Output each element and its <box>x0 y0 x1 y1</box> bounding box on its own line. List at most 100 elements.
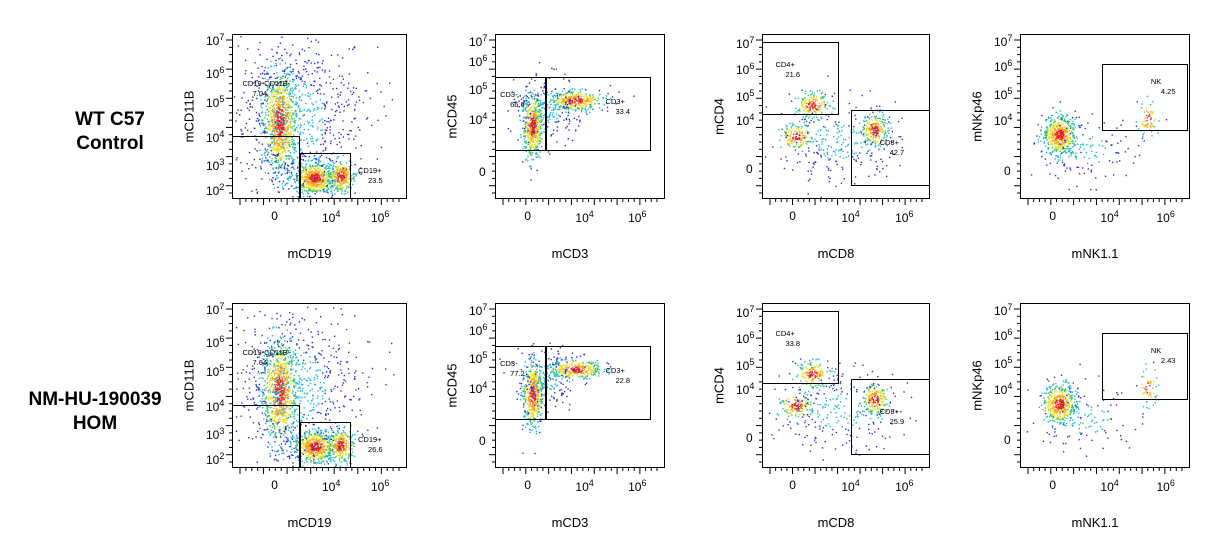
panel-1-cd19-point-1652 <box>337 178 339 180</box>
row-label-wt-line2: Control <box>76 133 144 154</box>
panel-1-cd19-point-1790 <box>317 92 319 94</box>
panel-1-cd19-point-142 <box>271 92 273 94</box>
panel-1-cd19-point-1318 <box>302 176 304 179</box>
panel-1-cd19-point-660 <box>280 124 283 126</box>
panel-1-cd8-point-30 <box>820 111 823 113</box>
panel-1-cd19-point-257 <box>261 111 264 113</box>
panel-1-cd3-point-918 <box>513 101 516 104</box>
panel-1-cd19-point-758 <box>293 168 295 171</box>
panel-1-cd19-point-2348 <box>264 130 266 132</box>
panel-1-cd19-point-1071 <box>304 186 307 188</box>
panel-1-cd19-point-1864 <box>295 59 297 61</box>
panel-1-cd19-point-1484 <box>320 190 322 192</box>
panel-1-cd19-point-2411 <box>255 167 257 169</box>
panel-1-cd8-point-692 <box>841 126 843 128</box>
panel-1-cd19-point-1846 <box>339 94 341 96</box>
panel-1-cd19-point-1035 <box>320 173 323 176</box>
panel-1-cd19-point-2363 <box>334 110 337 113</box>
panel-1-cd19-point-71 <box>289 95 291 98</box>
panel-1-cd3-point-999 <box>543 82 546 85</box>
panel-1-cd19-point-1459 <box>326 181 328 183</box>
panel-1-cd3-point-621 <box>557 99 560 101</box>
panel-1-cd19-point-2179 <box>292 162 294 164</box>
panel-1-cd3-point-754 <box>591 101 593 103</box>
panel-1-cd8-point-634 <box>798 134 801 136</box>
panel-1-cd3-point-678 <box>577 95 579 97</box>
panel-1-cd3-point-822 <box>555 99 557 101</box>
panel-1-cd19-point-1161 <box>316 159 318 161</box>
panel-1-cd19-point-97 <box>276 91 278 94</box>
panel-1-cd19-point-2026 <box>291 126 293 128</box>
panel-1-cd19-point-777 <box>276 124 278 127</box>
panel-1-cd19-point-1293 <box>318 186 321 188</box>
panel-1-cd8-ylabel: mCD4 <box>711 97 727 135</box>
panel-1-cd19-point-1315 <box>309 188 311 191</box>
panel-1-nk11-point-256 <box>1072 128 1074 131</box>
panel-1-cd19-point-2379 <box>250 72 253 74</box>
panel-1-cd19-point-2165 <box>330 140 332 142</box>
panel-1-nk11-point-236 <box>1066 145 1068 147</box>
panel-1-cd19-point-2320 <box>246 107 249 109</box>
panel-1-cd19-point-1437 <box>297 179 299 181</box>
panel-1-cd19-point-688 <box>279 98 281 100</box>
panel-1-cd19-point-569 <box>278 126 280 128</box>
panel-1-cd19-point-1148 <box>306 179 308 181</box>
panel-1-cd19-point-891 <box>271 162 274 164</box>
panel-1-cd19-point-1534 <box>327 167 329 170</box>
panel-1-cd19-point-152 <box>270 142 272 145</box>
panel-1-cd19-point-528 <box>300 77 302 79</box>
panel-1-cd19-point-1638 <box>342 186 344 188</box>
panel-1-cd8-point-732 <box>840 134 842 137</box>
panel-1-cd19-point-1145 <box>315 184 317 186</box>
panel-2-cd19-xtick-2: 106 <box>371 478 390 494</box>
panel-1-cd19-point-1711 <box>345 179 347 181</box>
panel-1-cd8-point-794 <box>786 160 788 162</box>
panel-1-cd19-point-1943 <box>349 129 351 132</box>
panel-1-cd19-point-702 <box>280 104 282 106</box>
panel-1-cd19-point-266 <box>281 128 283 131</box>
panel-1-cd19-point-1970 <box>277 152 280 155</box>
panel-1-cd3-point-1003 <box>555 113 558 115</box>
panel-1-cd19-point-1821 <box>309 110 312 113</box>
panel-1-cd19-xtick-2: 106 <box>371 209 390 225</box>
panel-1-cd8-point-397 <box>858 122 861 125</box>
panel-1-cd19-point-2399 <box>383 105 385 108</box>
panel-1-cd3-point-925 <box>549 118 551 121</box>
panel-1-cd19-point-2386 <box>258 122 261 125</box>
panel-1-cd8-point-130 <box>813 101 815 104</box>
panel-1-cd19-point-1183 <box>310 177 312 179</box>
panel-1-cd8-point-497 <box>787 131 789 133</box>
panel-1-cd8-point-57 <box>814 111 816 113</box>
panel-1-cd8-point-598 <box>866 152 868 154</box>
panel-1-cd19-point-2413 <box>317 107 320 109</box>
panel-1-cd8-point-53 <box>813 110 815 112</box>
panel-1-cd19-point-1532 <box>347 182 350 185</box>
panel-2-nk11-ytick-3: 104 <box>994 381 1013 398</box>
panel-1-cd19-point-2410 <box>302 159 304 161</box>
panel-1-nk11-point-175 <box>1077 124 1079 127</box>
panel-1-cd19-point-72 <box>273 187 276 189</box>
panel-1-cd19-point-1418 <box>322 181 324 184</box>
panel-1-nk11-point-102 <box>1061 126 1063 129</box>
panel-1-cd8-point-395 <box>890 127 892 129</box>
panel-1-cd8-point-435 <box>791 139 793 142</box>
panel-1-cd8-point-227 <box>875 127 877 129</box>
panel-1-cd19-point-1687 <box>334 170 336 172</box>
panel-1-cd19-point-175 <box>248 151 251 154</box>
panel-1-cd19-point-1794 <box>262 122 264 124</box>
panel-1-cd19-point-2401 <box>317 61 319 64</box>
panel-1-cd19-point-2370 <box>318 120 321 123</box>
panel-1-cd3-point-737 <box>567 97 570 99</box>
panel-1-cd3-point-876 <box>527 141 530 144</box>
panel-1-cd19-point-1883 <box>336 87 338 90</box>
panel-1-cd19-point-1673 <box>342 183 344 185</box>
panel-1-cd19-point-417 <box>266 131 268 133</box>
panel-1-cd8-point-212 <box>875 136 877 138</box>
panel-1-cd3-point-839 <box>560 93 562 95</box>
panel-1-cd19-point-1434 <box>296 177 299 180</box>
panel-1-cd19-point-2253 <box>316 139 318 141</box>
panel-1-cd19-point-1599 <box>338 170 341 172</box>
panel-1-cd19-point-2422 <box>323 93 325 95</box>
panel-1-cd8-point-465 <box>785 156 787 158</box>
panel-1-cd19-point-2213 <box>310 138 312 140</box>
